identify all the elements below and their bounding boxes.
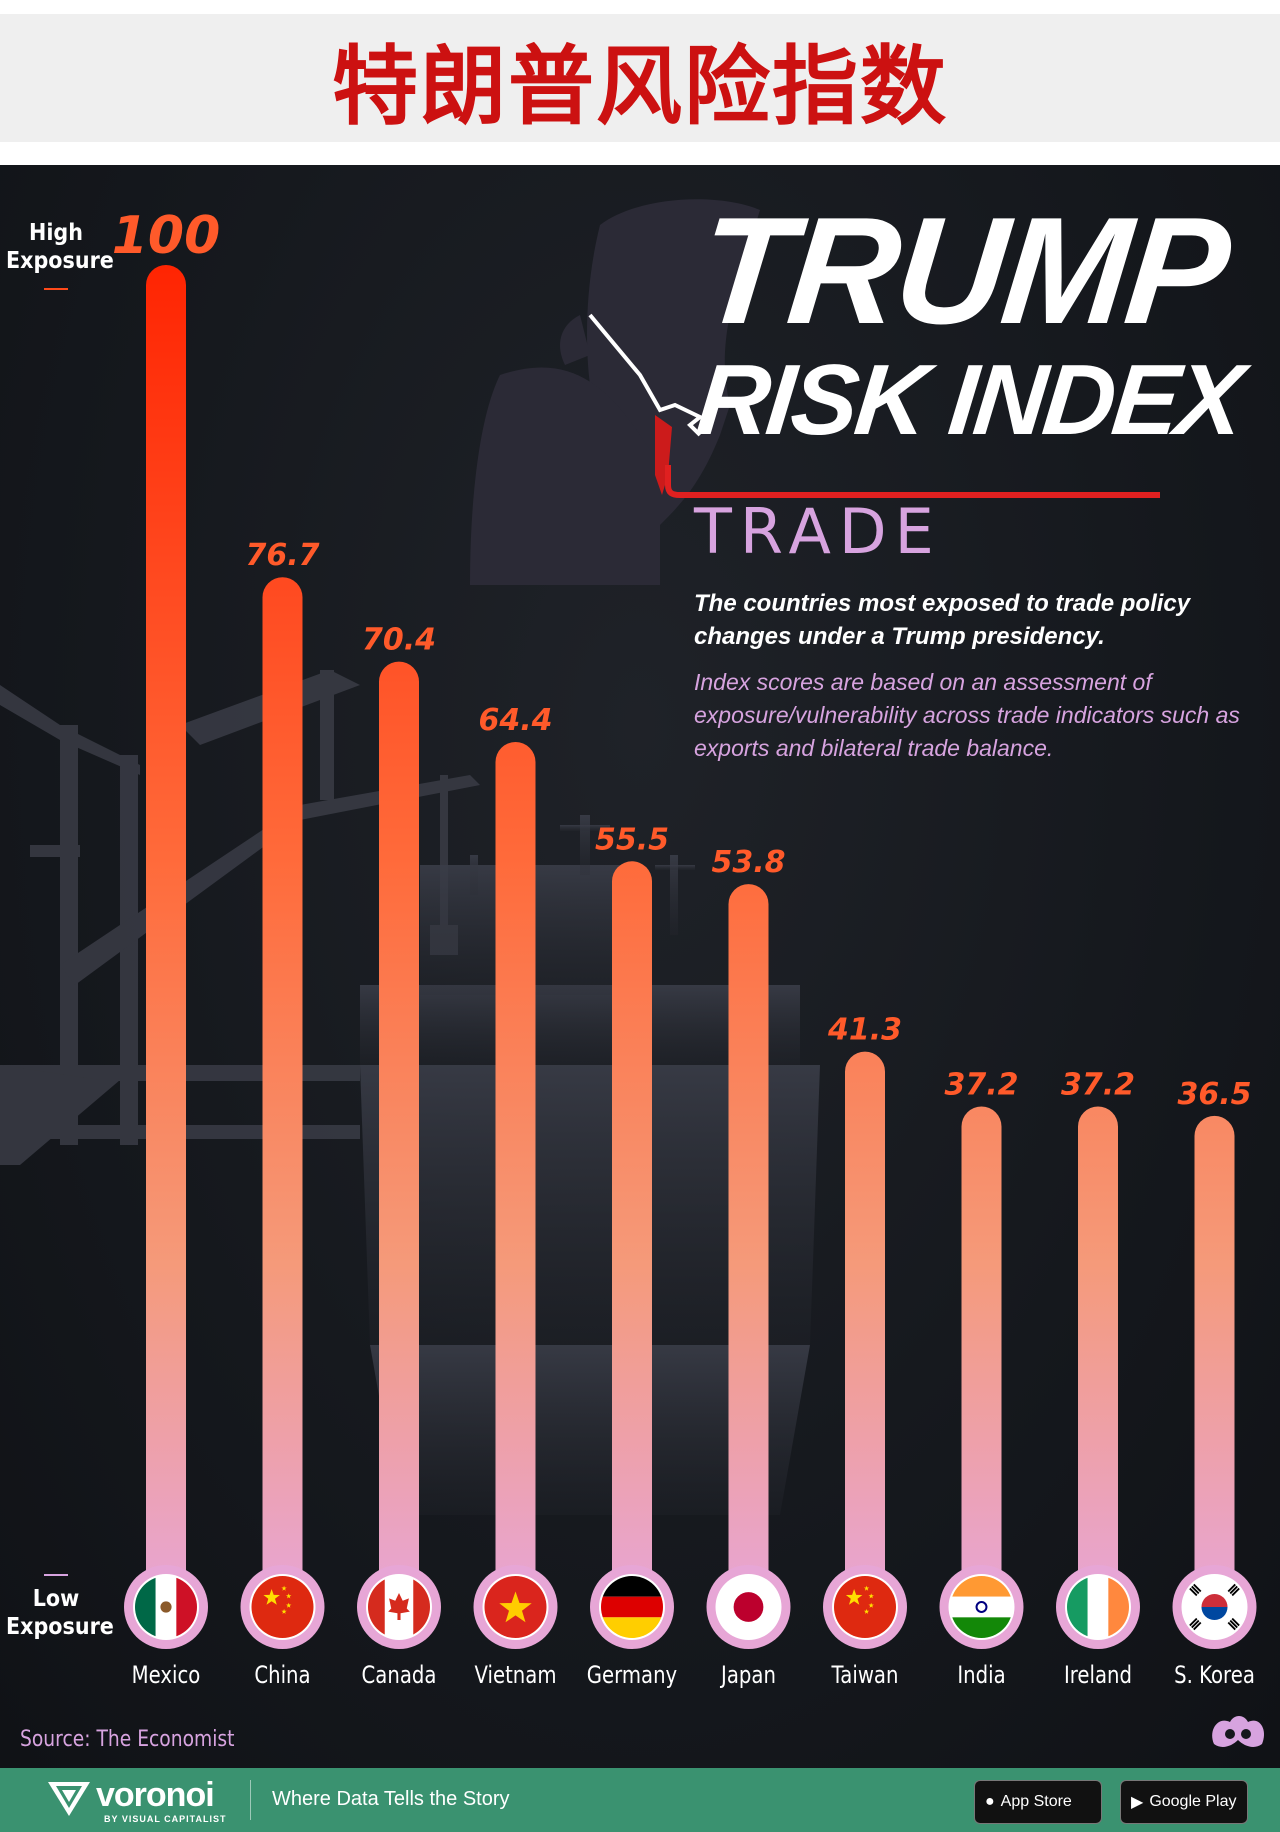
bar-taiwan	[845, 1051, 885, 1605]
bar-value-label: 53.8	[711, 845, 785, 880]
play-icon: ▶	[1131, 1794, 1144, 1811]
voronoi-logo-icon	[48, 1782, 90, 1816]
bar-value-label: 100	[112, 206, 221, 266]
category-label: Canada	[362, 1662, 437, 1689]
south-korea-flag-icon	[1172, 1565, 1257, 1649]
axis-label-high-exposure: High Exposure	[6, 220, 114, 274]
bar-value-label: 70.4	[362, 623, 436, 658]
google-play-label: Google Play	[1149, 1793, 1237, 1810]
footer-bar: voronoi BY VISUAL CAPITALIST Where Data …	[0, 1768, 1280, 1832]
bar-canada	[379, 661, 419, 1605]
bar-value-label: 36.5	[1177, 1077, 1251, 1112]
category-label: Mexico	[132, 1662, 201, 1689]
title-band: 特朗普风险指数	[0, 0, 1280, 165]
bar-ireland	[1078, 1106, 1118, 1605]
bar-vietnam	[495, 742, 536, 1605]
source-note: Source: The Economist	[20, 1727, 235, 1752]
canada-flag-icon	[357, 1565, 441, 1649]
footer-tagline: Where Data Tells the Story	[272, 1788, 510, 1810]
bar-chart: 100 Mexico 76.7 China 70.4 Canada 64.4 Vietnam 5…	[44, 206, 1257, 1690]
bar-value-label: 64.4	[478, 703, 552, 738]
category-label: China	[254, 1662, 310, 1689]
category-label: Germany	[587, 1662, 677, 1689]
bar-value-label: 37.2	[1061, 1068, 1135, 1103]
page-title: 特朗普风险指数	[332, 36, 948, 137]
bars-group: 100 Mexico 76.7 China 70.4 Canada 64.4 Vietnam 5…	[112, 206, 1257, 1690]
germany-flag-icon	[590, 1565, 674, 1649]
bar-value-label: 76.7	[245, 538, 319, 573]
app-store-label: App Store	[1000, 1793, 1072, 1810]
category-label: Ireland	[1064, 1662, 1132, 1689]
bar-germany	[612, 861, 652, 1605]
china-flag-icon	[240, 1565, 325, 1649]
title-banner: 特朗普风险指数	[0, 14, 1280, 142]
bar-value-label: 37.2	[944, 1068, 1018, 1103]
infographic-poster: TRUMP RISK INDEX TRADE The countries mos…	[0, 165, 1280, 1768]
app-store-button[interactable]: ● App Store	[974, 1780, 1102, 1824]
visual-capitalist-mark-icon	[1212, 1716, 1265, 1747]
bar-india	[961, 1106, 1002, 1605]
vietnam-flag-icon	[473, 1565, 558, 1649]
category-label: Japan	[719, 1662, 776, 1689]
bar-value-label: 55.5	[595, 822, 669, 857]
taiwan-flag-icon	[823, 1565, 907, 1649]
google-play-button[interactable]: ▶ Google Play	[1120, 1780, 1248, 1824]
bar-japan	[728, 884, 769, 1605]
bar-value-label: 41.3	[827, 1013, 902, 1048]
bar-mexico	[146, 265, 186, 1605]
chart-description-bold: The countries most exposed to trade poli…	[694, 590, 1191, 650]
japan-flag-icon	[706, 1565, 791, 1649]
category-label: Taiwan	[831, 1662, 899, 1689]
category-label: Vietnam	[475, 1662, 557, 1689]
bar-s-korea	[1194, 1115, 1235, 1605]
india-flag-icon	[939, 1565, 1024, 1649]
apple-icon: ●	[985, 1793, 995, 1810]
bar-china	[262, 577, 303, 1605]
brand-subtitle: BY VISUAL CAPITALIST	[104, 1814, 227, 1824]
brand-name: voronoi	[96, 1776, 215, 1814]
category-label: India	[957, 1662, 1005, 1689]
mexico-flag-icon	[124, 1565, 208, 1649]
footer-divider	[250, 1780, 251, 1820]
ireland-flag-icon	[1056, 1565, 1140, 1649]
chart-subtitle: TRADE	[694, 495, 942, 568]
exposure-axis	[44, 288, 68, 1576]
category-label: S. Korea	[1174, 1662, 1255, 1689]
axis-label-low-exposure: Low Exposure	[6, 1586, 114, 1640]
chart-description-light: Index scores are based on an assessment …	[694, 669, 1240, 761]
